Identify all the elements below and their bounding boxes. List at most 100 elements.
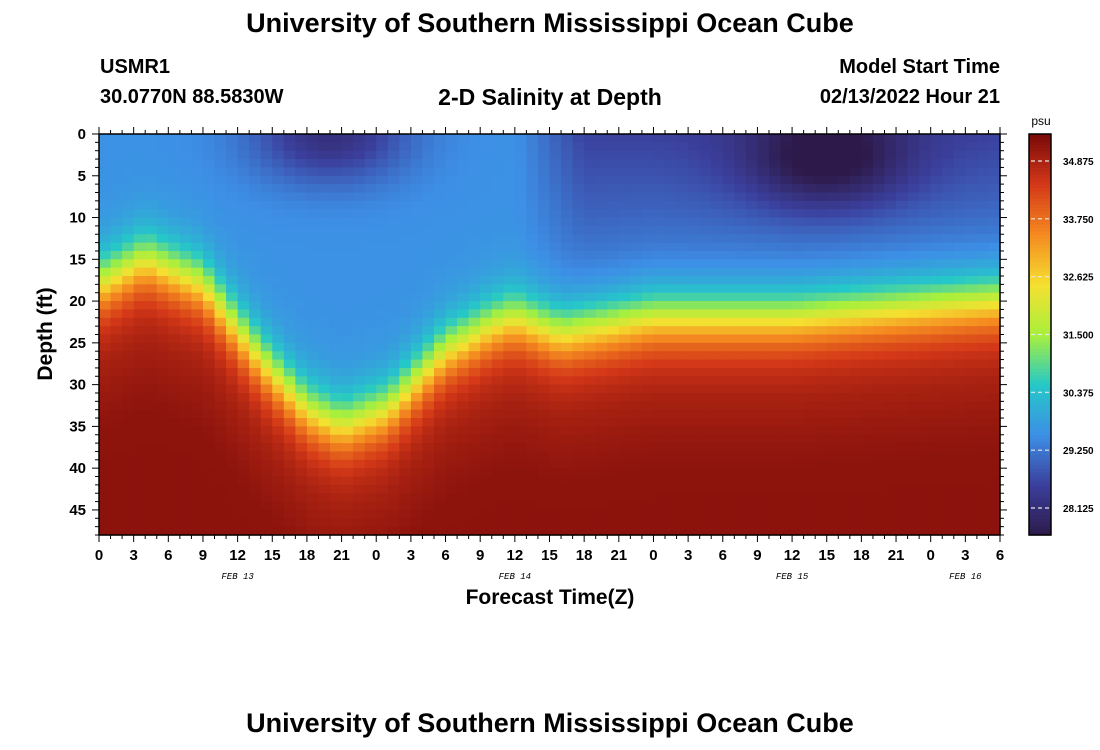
heatmap-cell xyxy=(318,242,331,252)
heatmap-cell xyxy=(722,192,735,202)
heatmap-cell xyxy=(433,426,447,436)
heatmap-cell xyxy=(353,493,366,503)
heatmap-cell xyxy=(745,443,759,453)
heatmap-cell xyxy=(745,401,759,411)
heatmap-cell xyxy=(179,426,193,436)
heatmap-cell xyxy=(433,384,447,394)
heatmap-cell xyxy=(353,200,366,210)
heatmap-cell xyxy=(953,142,966,152)
heatmap-cell xyxy=(792,367,805,377)
heatmap-cell xyxy=(676,267,689,277)
heatmap-cell xyxy=(468,175,481,185)
colorbar-segment xyxy=(1029,230,1051,235)
heatmap-cell xyxy=(283,418,296,427)
heatmap-cell xyxy=(503,342,516,352)
heatmap-cell xyxy=(318,468,331,478)
heatmap-cell xyxy=(861,384,874,394)
heatmap-cell xyxy=(815,426,828,436)
heatmap-cell xyxy=(410,509,424,519)
heatmap-cell xyxy=(861,418,874,427)
heatmap-cell xyxy=(306,217,320,227)
heatmap-cell xyxy=(514,459,527,469)
heatmap-cell xyxy=(965,225,978,235)
heatmap-cell xyxy=(410,409,424,419)
heatmap-cell xyxy=(168,501,181,511)
heatmap-cell xyxy=(480,150,493,160)
heatmap-cell xyxy=(745,476,759,486)
heatmap-cell xyxy=(861,376,874,386)
heatmap-cell xyxy=(653,326,666,336)
heatmap-cell xyxy=(341,326,354,336)
heatmap-cell xyxy=(607,342,620,352)
heatmap-cell xyxy=(792,468,805,478)
heatmap-cell xyxy=(780,409,793,419)
heatmap-cell xyxy=(907,309,920,319)
heatmap-cell xyxy=(156,359,169,369)
heatmap-cell xyxy=(272,459,285,469)
heatmap-cell xyxy=(953,192,966,202)
heatmap-cell xyxy=(803,518,816,528)
heatmap-cell xyxy=(468,159,481,169)
heatmap-cell xyxy=(457,200,470,210)
heatmap-cell xyxy=(330,359,343,369)
heatmap-cell xyxy=(237,259,250,269)
heatmap-cell xyxy=(561,334,574,344)
heatmap-cell xyxy=(457,167,470,177)
heatmap-cell xyxy=(942,242,955,252)
heatmap-cell xyxy=(168,292,181,302)
heatmap-cell xyxy=(330,418,343,427)
heatmap-cell xyxy=(653,401,666,411)
heatmap-cell xyxy=(168,150,181,160)
heatmap-cell xyxy=(272,242,285,252)
heatmap-cell xyxy=(133,317,146,327)
heatmap-cell xyxy=(295,150,308,160)
heatmap-cell xyxy=(422,501,435,511)
heatmap-cell xyxy=(803,476,816,486)
heatmap-cell xyxy=(607,501,620,511)
heatmap-cell xyxy=(953,217,966,227)
heatmap-cell xyxy=(133,359,146,369)
heatmap-cell xyxy=(110,451,123,461)
heatmap-cell xyxy=(618,376,631,386)
heatmap-cell xyxy=(237,342,250,352)
heatmap-cell xyxy=(815,409,828,419)
heatmap-cell xyxy=(896,351,909,361)
heatmap-cell xyxy=(260,192,273,202)
heatmap-cell xyxy=(711,418,724,427)
colorbar-segment xyxy=(1029,140,1051,145)
heatmap-cell xyxy=(665,192,678,202)
heatmap-cell xyxy=(988,451,1001,461)
heatmap-cell xyxy=(514,175,527,185)
heatmap-cell xyxy=(353,134,366,143)
heatmap-cell xyxy=(480,518,493,528)
heatmap-cell xyxy=(318,317,331,327)
heatmap-cell xyxy=(399,209,412,219)
heatmap-cell xyxy=(387,159,400,169)
heatmap-cell xyxy=(711,434,724,444)
heatmap-cell xyxy=(110,217,123,227)
heatmap-cell xyxy=(156,484,169,494)
heatmap-cell xyxy=(780,526,793,536)
heatmap-cell xyxy=(803,234,816,244)
heatmap-cell xyxy=(896,167,909,177)
heatmap-cell xyxy=(133,301,146,311)
heatmap-cell xyxy=(988,509,1001,519)
heatmap-cell xyxy=(376,476,389,486)
heatmap-cell xyxy=(341,167,354,177)
heatmap-cell xyxy=(457,326,470,336)
heatmap-cell xyxy=(907,192,920,202)
heatmap-cell xyxy=(99,418,112,427)
heatmap-cell xyxy=(387,259,400,269)
heatmap-cell xyxy=(942,451,955,461)
heatmap-cell xyxy=(503,401,516,411)
heatmap-cell xyxy=(607,200,620,210)
heatmap-cell xyxy=(468,526,481,536)
heatmap-cell xyxy=(364,443,377,453)
heatmap-cell xyxy=(537,142,551,152)
heatmap-cell xyxy=(214,142,227,152)
heatmap-cell xyxy=(306,468,320,478)
heatmap-cell xyxy=(780,150,793,160)
heatmap-cell xyxy=(387,501,400,511)
heatmap-cell xyxy=(930,451,943,461)
heatmap-cell xyxy=(283,518,296,528)
